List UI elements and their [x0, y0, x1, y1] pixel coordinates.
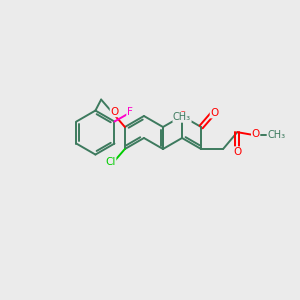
Text: O: O — [210, 108, 218, 118]
Text: Cl: Cl — [106, 157, 116, 167]
Text: F: F — [127, 107, 133, 117]
Text: CH₃: CH₃ — [173, 112, 191, 122]
Text: O: O — [251, 129, 260, 140]
Text: O: O — [110, 107, 118, 117]
Text: O: O — [233, 147, 242, 157]
Text: O: O — [178, 111, 186, 121]
Text: CH₃: CH₃ — [267, 130, 285, 140]
